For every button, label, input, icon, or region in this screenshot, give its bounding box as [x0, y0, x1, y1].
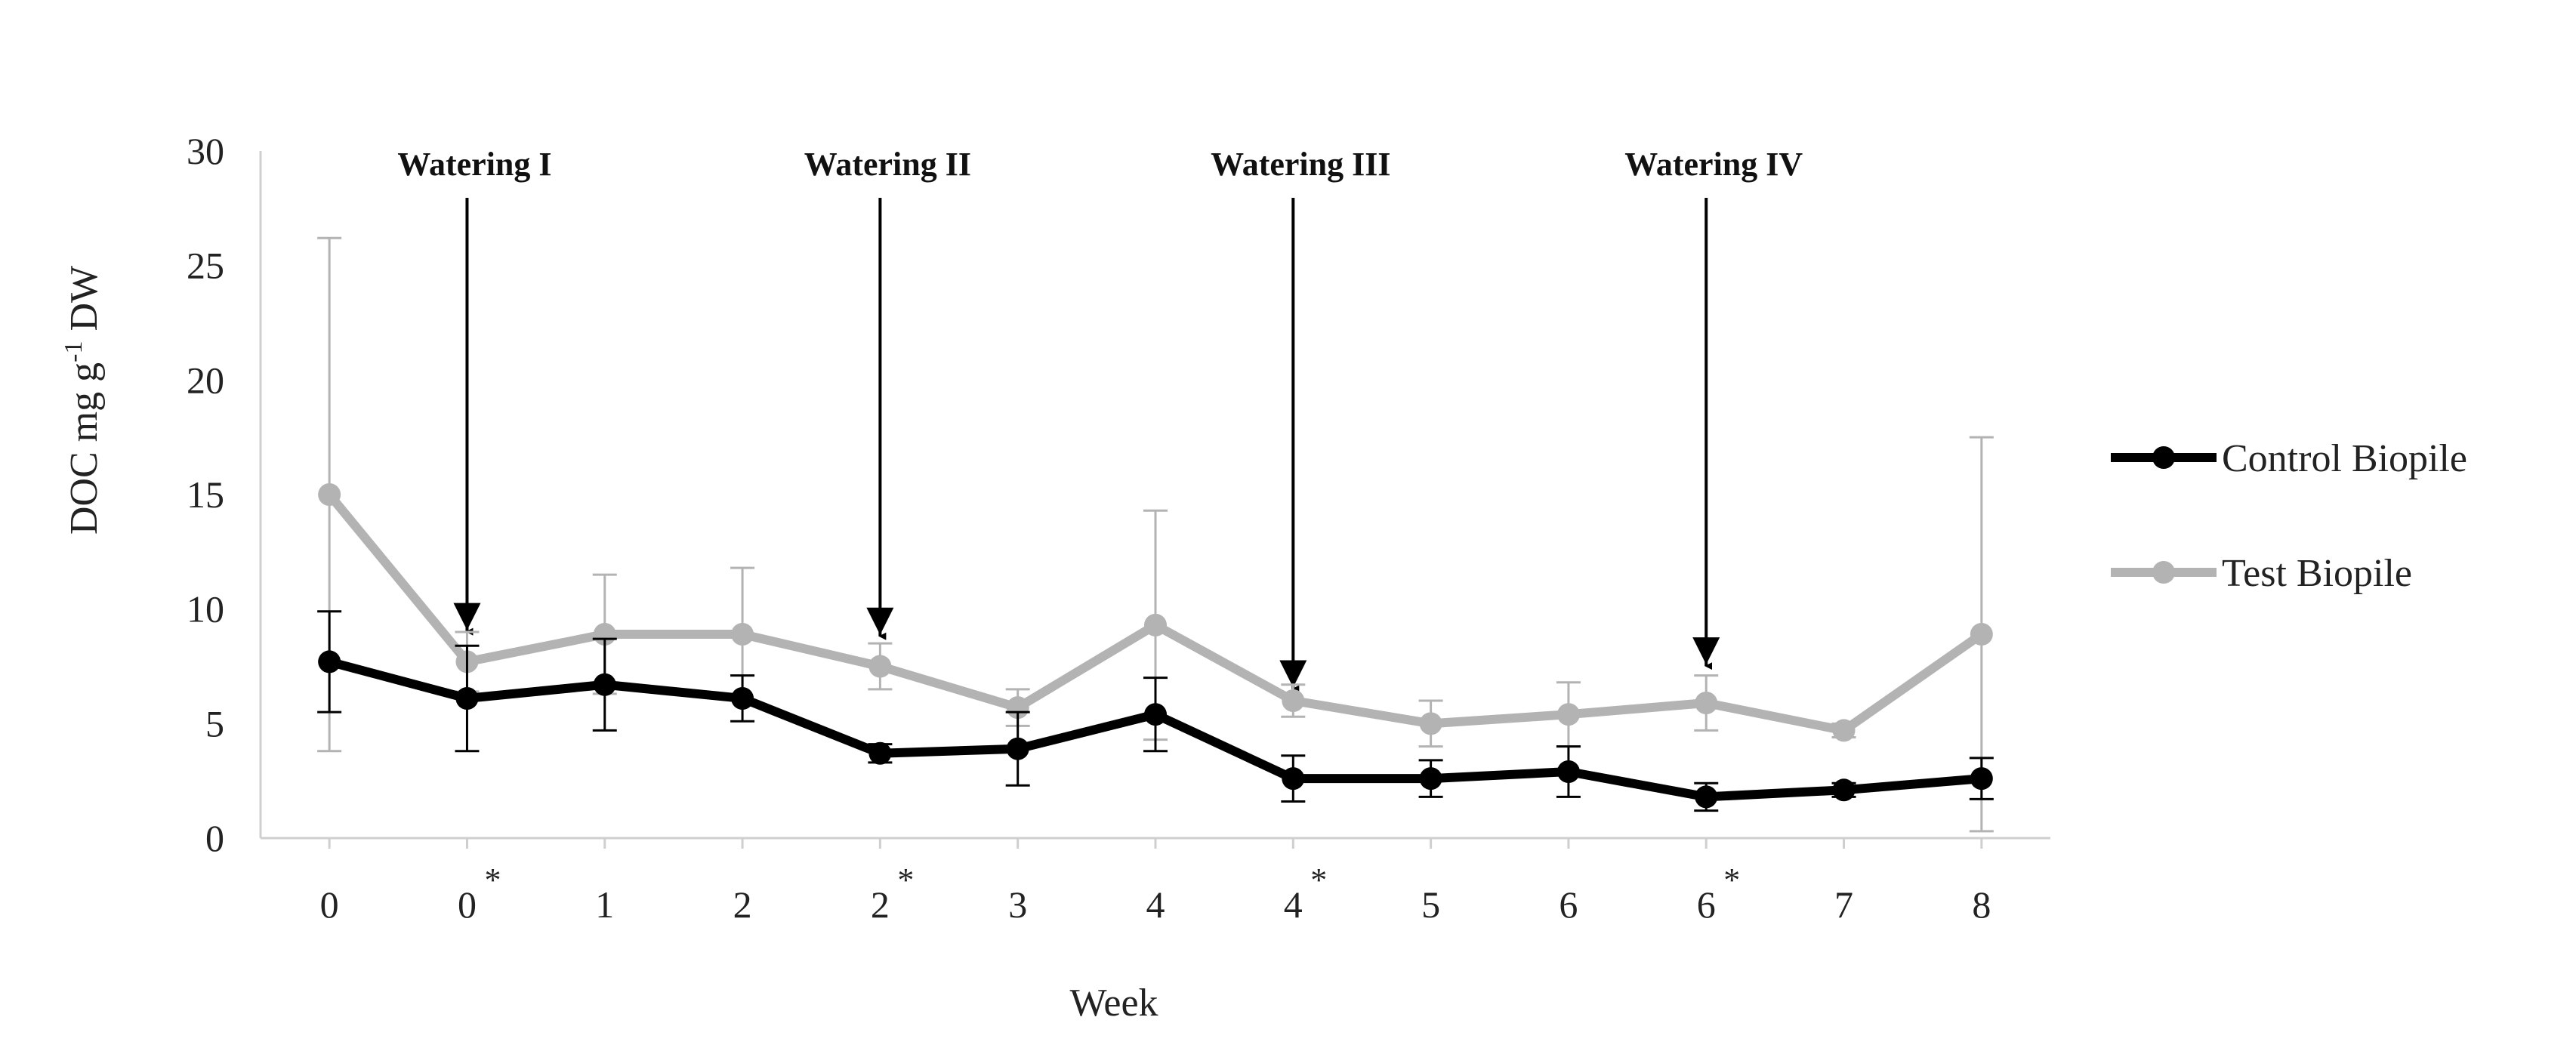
- x-tick-label: 6: [1697, 883, 1716, 926]
- series-test-biopile: [317, 236, 1994, 833]
- watering-label: Watering II: [804, 146, 971, 183]
- x-tick-label: 2: [871, 883, 890, 926]
- data-point: [455, 686, 479, 710]
- data-point: [318, 650, 341, 673]
- data-point: [1282, 767, 1305, 791]
- watering-label: Watering I: [397, 146, 551, 183]
- data-point: [1970, 767, 1993, 791]
- x-tick-star: *: [1723, 862, 1740, 899]
- watering-annotations: Watering I Watering II Watering III Waterin…: [397, 146, 1803, 693]
- watering-label: Watering IV: [1624, 146, 1803, 183]
- x-tick-label: 8: [1972, 883, 1991, 926]
- watering-arrowhead: [866, 607, 894, 635]
- data-point: [1556, 703, 1580, 726]
- y-tick-label: 5: [205, 702, 224, 744]
- x-tick-label: 2: [733, 883, 752, 926]
- x-tick-label: 1: [595, 883, 614, 926]
- legend-label: Test Biopile: [2222, 552, 2412, 595]
- data-point: [1556, 760, 1580, 784]
- data-point: [1832, 778, 1856, 802]
- data-point: [1970, 623, 1993, 646]
- x-tick-label: 6: [1559, 883, 1578, 926]
- data-point: [1695, 692, 1718, 715]
- watering-arrowhead: [1279, 660, 1307, 688]
- data-point: [1282, 689, 1305, 712]
- y-tick-label: 10: [187, 588, 224, 630]
- legend-swatch-marker: [2152, 446, 2175, 469]
- legend-swatch-marker: [2152, 561, 2175, 584]
- y-tick-label: 15: [187, 473, 224, 516]
- data-point: [318, 483, 341, 506]
- data-point: [593, 673, 616, 696]
- data-point: [1419, 767, 1442, 791]
- y-tick-label: 30: [187, 130, 224, 172]
- x-tick-label: 0: [458, 883, 477, 926]
- series-control-biopile: [317, 610, 1994, 812]
- legend: Control Biopile Test Biopile: [2111, 437, 2467, 595]
- watering-label: Watering III: [1211, 146, 1390, 183]
- y-tick-label: 0: [205, 817, 224, 859]
- x-tick-star: *: [1310, 862, 1327, 899]
- data-point: [1419, 712, 1442, 735]
- data-point: [1144, 703, 1167, 726]
- x-tick-label: 4: [1146, 883, 1165, 926]
- data-point: [731, 623, 754, 646]
- data-point: [1832, 719, 1856, 742]
- data-point: [1695, 785, 1718, 809]
- x-tick-label: 4: [1284, 883, 1303, 926]
- x-tick-star: *: [897, 862, 914, 899]
- data-point: [1144, 613, 1167, 637]
- y-tick-label: 20: [187, 359, 224, 401]
- series-layer: [317, 236, 1994, 833]
- x-tick-label: 3: [1008, 883, 1027, 926]
- watering-arrowhead: [1692, 637, 1720, 665]
- y-tick-label: 25: [187, 245, 224, 287]
- x-tick-label: 5: [1421, 883, 1440, 926]
- data-point: [868, 655, 892, 678]
- x-tick-star: *: [484, 862, 501, 899]
- watering-arrowhead: [453, 603, 481, 630]
- data-point: [868, 741, 892, 765]
- x-tick-label: 7: [1834, 883, 1853, 926]
- legend-label: Control Biopile: [2222, 437, 2467, 480]
- data-point: [1006, 737, 1029, 760]
- data-point: [731, 686, 754, 710]
- y-axis-title: DOC mg g-1 DW: [60, 266, 106, 535]
- x-axis-title: Week: [1069, 982, 1158, 1025]
- x-tick-label: 0: [320, 883, 339, 926]
